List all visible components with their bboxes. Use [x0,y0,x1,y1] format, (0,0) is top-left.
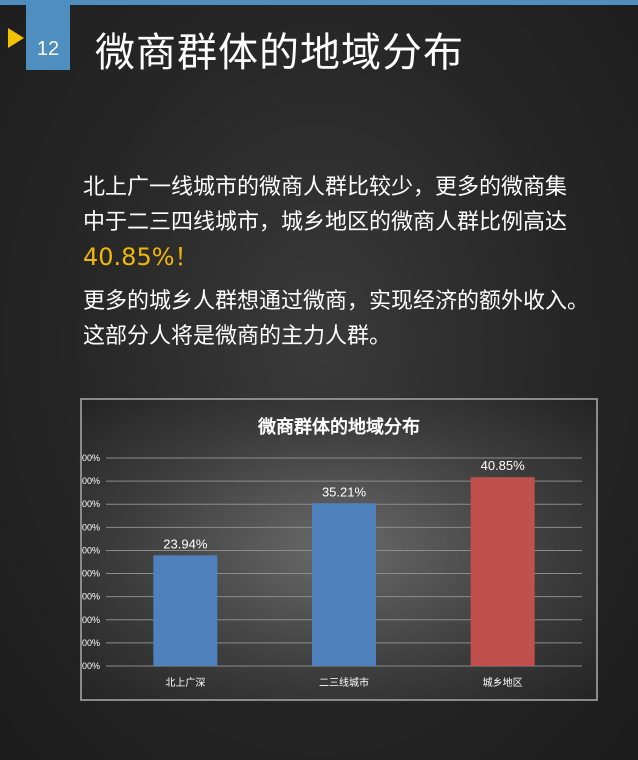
y-tick-label: 20.00% [82,569,100,579]
data-label: 35.21% [322,484,367,499]
bars [153,477,535,666]
y-tick-label: 10.00% [82,615,100,625]
bar-chart: 微商群体的地域分布 0.00% 5.00% 10.00% 15.00% 20.00% 25… [82,416,582,689]
x-axis-labels: 北上广深 二三线城市 城乡地区 [165,676,522,689]
page-number-badge: 12 [26,0,70,70]
intro-paragraph-2: 更多的城乡人群想通过微商，实现经济的额外收入。 这部分人将是微商的主力人群。 [83,284,593,354]
data-label: 40.85% [481,458,526,473]
y-tick-label: 15.00% [82,592,100,602]
chart-container: 微商群体的地域分布 0.00% 5.00% 10.00% 15.00% 20.00% 25… [80,398,598,701]
top-accent-bar [0,0,638,5]
category-label: 二三线城市 [319,676,369,689]
intro-line-4: 这部分人将是微商的主力人群。 [83,324,392,349]
y-tick-label: 0.00% [82,661,100,671]
y-tick-label: 40.00% [82,476,100,486]
bar-1 [153,555,218,666]
y-tick-label: 30.00% [82,522,100,532]
y-tick-label: 35.00% [82,499,100,509]
bar-3 [470,477,535,666]
page-number: 12 [36,38,60,60]
intro-line-2: 中于二三四线城市，城乡地区的微商人群比例高达 [83,210,568,235]
intro-line-1: 北上广一线城市的微商人群比较少，更多的微商集 [83,175,568,200]
y-tick-label: 5.00% [82,638,100,648]
intro-highlight: 40.85%！ [83,243,199,271]
triangle-marker-icon [8,28,24,48]
intro-line-3: 更多的城乡人群想通过微商，实现经济的额外收入。 [83,289,590,314]
y-tick-label: 25.00% [82,545,100,555]
category-label: 北上广深 [165,677,205,689]
chart-title: 微商群体的地域分布 [257,416,420,438]
y-axis-ticks: 0.00% 5.00% 10.00% 15.00% 20.00% 25.00% 30.00%… [82,453,100,671]
intro-paragraph-1: 北上广一线城市的微商人群比较少，更多的微商集 中于二三四线城市，城乡地区的微商人… [83,170,593,276]
data-label: 23.94% [163,536,208,551]
intro-text: 北上广一线城市的微商人群比较少，更多的微商集 中于二三四线城市，城乡地区的微商人… [83,170,593,354]
category-label: 城乡地区 [483,676,523,689]
data-labels: 23.94% 35.21% 40.85% [163,458,525,551]
bar-2 [312,503,376,666]
y-tick-label: 45.00% [82,453,100,463]
page-title: 微商群体的地域分布 [95,30,464,76]
